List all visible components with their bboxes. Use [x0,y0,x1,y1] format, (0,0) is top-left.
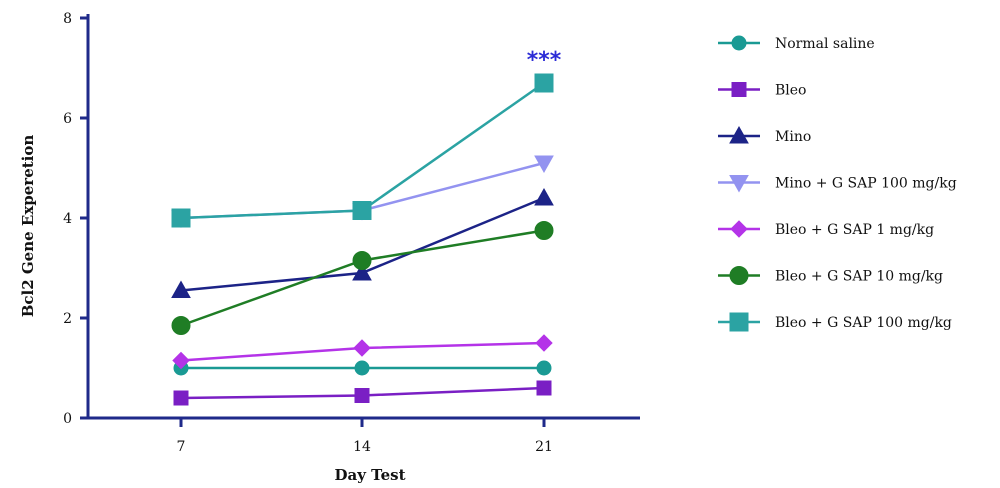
y-tick-label: 4 [63,211,72,227]
legend-item: Bleo + G SAP 100 mg/kg [718,312,952,332]
data-point [354,388,370,403]
series-3 [171,187,554,298]
data-point [352,251,372,270]
y-tick-label: 6 [63,111,72,127]
legend-item: Bleo + G SAP 1 mg/kg [718,220,934,238]
legend-label: Mino + G SAP 100 mg/kg [775,176,957,192]
data-point [354,360,370,376]
data-point [173,390,189,406]
legend-label: Mino [775,129,811,145]
data-point [171,208,191,228]
legend-marker [729,175,749,193]
legend-item: Bleo [718,82,806,99]
x-tick-label: 21 [535,439,553,455]
x-tick-label: 14 [353,439,371,455]
significance-annotation: *** [527,48,562,73]
legend-item: Mino + G SAP 100 mg/kg [718,175,957,193]
series-5 [172,334,553,370]
y-tick-label: 0 [63,411,72,427]
series-6 [171,221,554,335]
series-1 [173,360,552,376]
y-tick-label: 2 [63,311,72,327]
legend-marker [731,35,747,51]
legend-label: Normal saline [775,36,875,52]
data-point [534,221,554,240]
series-7 [171,73,554,228]
legend-item: Normal saline [718,35,875,52]
data-point [536,360,552,376]
chart-axes: 0 2 4 6 8 7 14 21 [63,11,640,455]
data-point [352,262,372,281]
legend-marker [729,125,749,144]
legend-label: Bleo [775,83,806,99]
legend-marker [729,266,749,285]
x-tick-label: 7 [177,439,186,455]
legend-marker [731,82,747,97]
data-point [353,339,371,357]
data-point [352,201,372,220]
data-point [534,155,554,174]
legend-item: Bleo + G SAP 10 mg/kg [718,266,943,285]
data-point [534,73,554,93]
legend-item: Mino [718,125,811,145]
data-point [536,380,552,396]
legend-label: Bleo + G SAP 100 mg/kg [775,315,952,331]
chart-legend: Normal saline Bleo Mino Mino + G SAP 100 mg… [718,35,957,332]
y-axis-title: Bcl2 Gene Experetion [19,135,37,318]
legend-marker [729,312,749,332]
legend-label: Bleo + G SAP 1 mg/kg [775,222,934,238]
legend-label: Bleo + G SAP 10 mg/kg [775,269,943,285]
data-point [171,316,191,335]
data-point [535,334,553,352]
series-2 [173,380,552,406]
data-point [172,351,190,370]
x-axis-title: Day Test [334,466,405,484]
y-tick-label: 8 [63,11,72,27]
data-point [534,187,554,206]
series-line [180,81,545,220]
data-point [171,280,191,298]
legend-marker [730,220,748,238]
chart-series-layer: *** [171,48,562,406]
